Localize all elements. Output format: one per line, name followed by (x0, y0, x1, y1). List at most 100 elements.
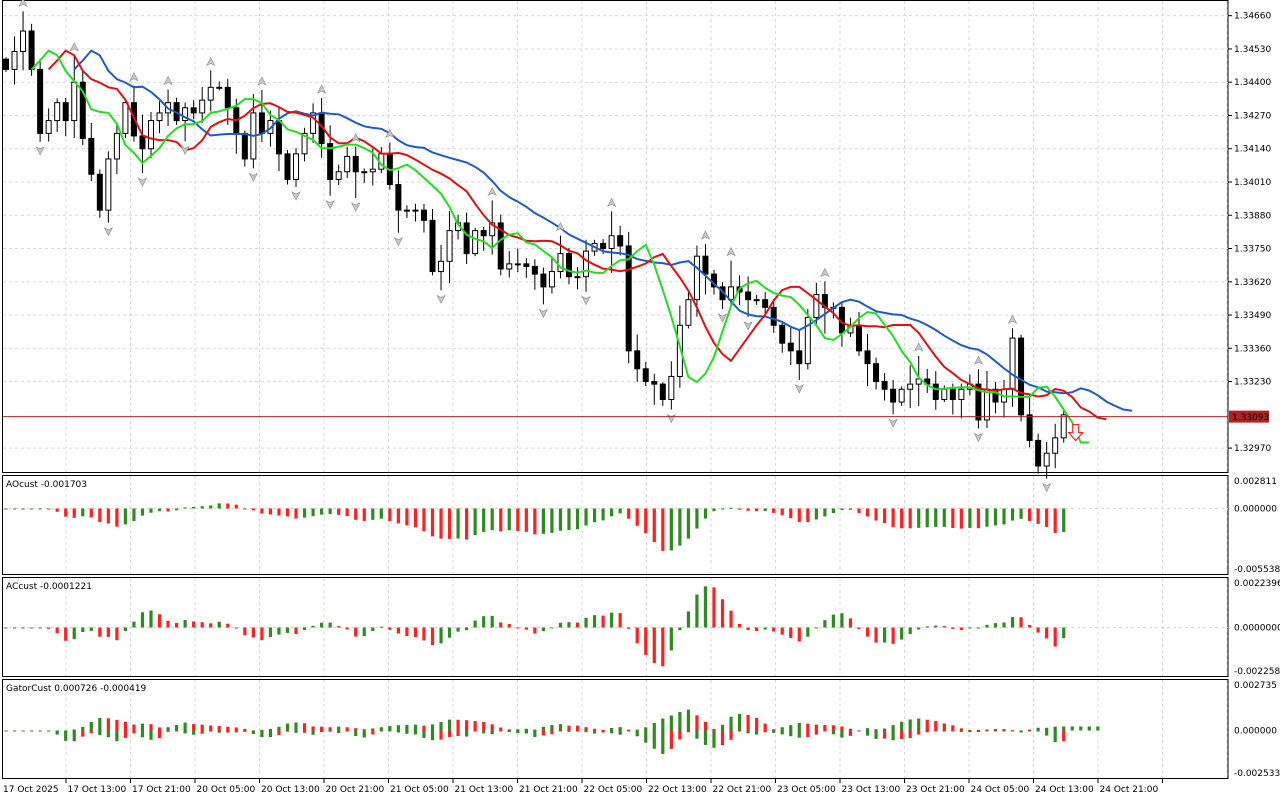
candle-body[interactable] (753, 299, 760, 302)
candle-body[interactable] (20, 30, 27, 52)
candle-body[interactable] (301, 132, 308, 155)
candle-body[interactable] (463, 222, 470, 255)
candle-body[interactable] (88, 137, 95, 175)
candle-body[interactable] (557, 253, 564, 273)
candle-body[interactable] (600, 242, 607, 250)
candle-body[interactable] (395, 184, 402, 211)
candle-body[interactable] (796, 350, 803, 365)
candle-body[interactable] (446, 230, 453, 262)
candle-body[interactable] (497, 222, 504, 270)
candle-body[interactable] (762, 299, 769, 308)
candle-body[interactable] (787, 342, 794, 352)
candle-body[interactable] (676, 324, 683, 377)
candle-body[interactable] (642, 368, 649, 383)
candle-body[interactable] (71, 81, 78, 122)
candle-body[interactable] (275, 120, 282, 155)
candle-body[interactable] (983, 388, 990, 421)
candle-body[interactable] (898, 388, 905, 403)
candle-body[interactable] (864, 350, 871, 365)
candle-body[interactable] (438, 260, 445, 273)
candle-body[interactable] (62, 102, 69, 122)
candle-body[interactable] (207, 86, 214, 101)
candle-body[interactable] (804, 317, 811, 365)
candle-body[interactable] (45, 120, 52, 134)
candle-body[interactable] (3, 58, 9, 70)
candle-body[interactable] (890, 388, 897, 403)
candle-body[interactable] (608, 235, 615, 250)
candle-body[interactable] (293, 153, 300, 180)
candle-body[interactable] (634, 350, 641, 370)
candle-body[interactable] (105, 158, 112, 211)
candle-body[interactable] (96, 173, 103, 211)
candle-body[interactable] (429, 219, 436, 273)
candle-body[interactable] (625, 245, 632, 352)
candle-body[interactable] (489, 222, 496, 237)
candle-body[interactable] (1018, 337, 1025, 416)
candle-body[interactable] (881, 381, 888, 390)
candle-body[interactable] (548, 271, 555, 288)
candle-body[interactable] (113, 132, 120, 160)
candle-body[interactable] (531, 265, 538, 275)
candle-body[interactable] (369, 168, 376, 173)
candle-body[interactable] (412, 209, 419, 212)
candle-body[interactable] (685, 299, 692, 326)
candle-body[interactable] (216, 86, 223, 89)
candle-body[interactable] (335, 171, 342, 180)
candle-body[interactable] (651, 381, 658, 385)
candle-body[interactable] (1026, 414, 1033, 441)
candle-body[interactable] (932, 383, 939, 400)
candle-body[interactable] (156, 112, 163, 122)
candle-body[interactable] (403, 209, 410, 212)
candle-body[interactable] (361, 171, 368, 174)
candle-body[interactable] (617, 235, 624, 247)
candle-body[interactable] (813, 294, 820, 319)
candle-body[interactable] (856, 324, 862, 352)
candle-body[interactable] (668, 375, 675, 400)
candle-body[interactable] (344, 155, 351, 173)
candle-body[interactable] (327, 143, 334, 180)
candle-body[interactable] (540, 273, 547, 288)
candle-body[interactable] (728, 286, 735, 301)
candle-body[interactable] (1060, 414, 1067, 439)
candle-body[interactable] (565, 253, 572, 278)
candle-body[interactable] (1052, 437, 1059, 454)
candle-body[interactable] (958, 388, 965, 400)
candle-body[interactable] (352, 155, 359, 173)
candle-body[interactable] (241, 132, 248, 160)
candle-body[interactable] (514, 263, 521, 266)
candle-body[interactable] (139, 135, 146, 150)
candle-body[interactable] (11, 50, 18, 70)
candle-body[interactable] (779, 324, 786, 344)
candle-body[interactable] (659, 383, 666, 400)
candle-body[interactable] (190, 107, 197, 114)
candle-body[interactable] (583, 250, 590, 278)
candle-body[interactable] (941, 388, 948, 400)
candle-body[interactable] (420, 209, 427, 221)
candle-body[interactable] (199, 99, 206, 114)
candle-body[interactable] (37, 68, 44, 134)
candle-body[interactable] (915, 378, 922, 385)
candle-body[interactable] (1035, 439, 1042, 467)
candle-body[interactable] (523, 263, 530, 267)
candle-body[interactable] (907, 383, 914, 390)
candle-body[interactable] (79, 81, 86, 139)
candle-body[interactable] (975, 383, 982, 421)
candle-body[interactable] (1009, 337, 1016, 390)
candle-body[interactable] (770, 306, 777, 326)
candle-body[interactable] (693, 255, 700, 301)
candle-body[interactable] (224, 86, 231, 109)
candle-body[interactable] (472, 230, 479, 255)
candle-body[interactable] (745, 291, 752, 301)
candle-body[interactable] (310, 112, 317, 134)
candle-body[interactable] (702, 255, 709, 275)
candle-body[interactable] (480, 230, 487, 237)
candle-body[interactable] (182, 107, 189, 122)
candle-body[interactable] (992, 388, 999, 403)
candle-body[interactable] (1043, 452, 1050, 467)
candle-body[interactable] (54, 102, 61, 122)
candle-body[interactable] (284, 153, 291, 180)
candle-body[interactable] (873, 363, 880, 383)
candle-body[interactable] (506, 263, 513, 270)
candle-body[interactable] (574, 276, 581, 279)
